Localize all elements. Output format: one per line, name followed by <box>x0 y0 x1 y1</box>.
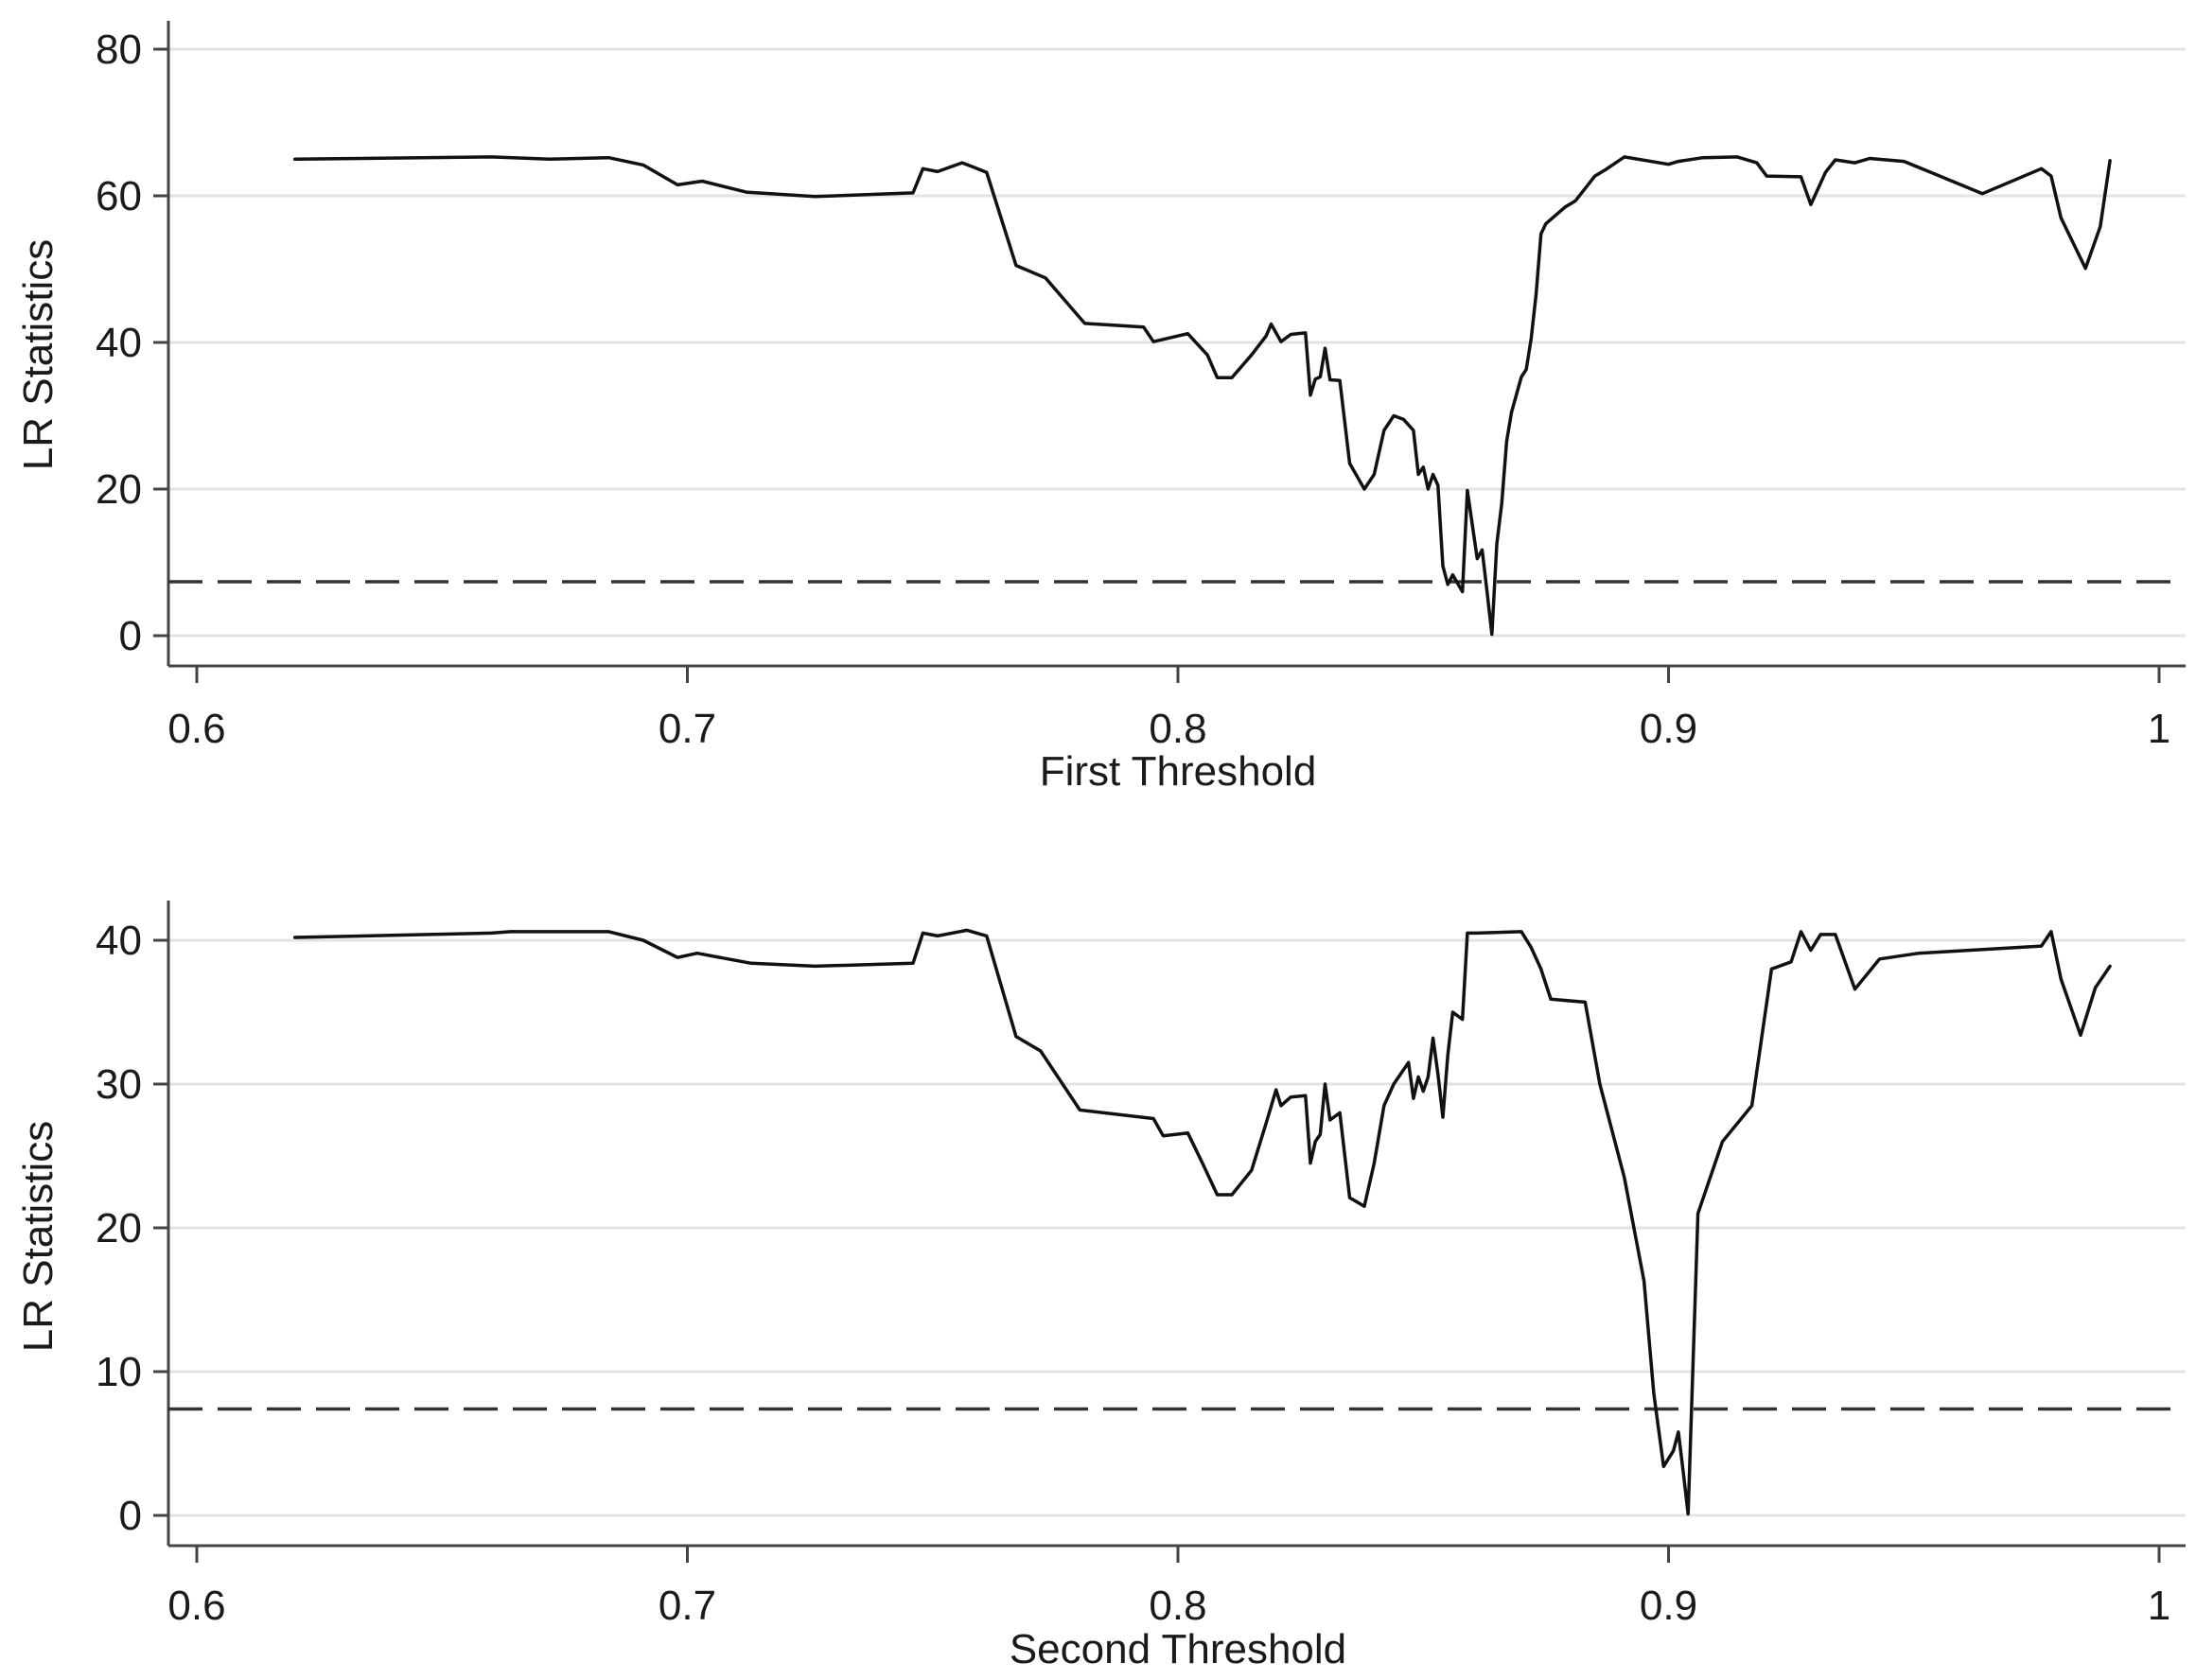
second-y-tick-label-3: 30 <box>96 1061 142 1108</box>
second-y-tick-label-0: 0 <box>119 1493 142 1539</box>
second-y-tick-label-1: 10 <box>96 1349 142 1395</box>
first-x-tick-label-1: 0.7 <box>659 706 716 752</box>
second-x-tick-label-4: 1 <box>2148 1583 2170 1629</box>
first-lr-series-line-0 <box>292 155 2112 637</box>
first-y-tick-label-0: 0 <box>119 613 142 659</box>
first-y-tick-label-3: 60 <box>96 173 142 219</box>
second-lr-series-line-0 <box>292 928 2112 1516</box>
second-x-tick-label-1: 0.7 <box>659 1583 716 1629</box>
first-y-tick-label-2: 40 <box>96 320 142 366</box>
first-threshold-panel: 0 20 40 60 80 0.6 0.7 0.8 0.9 1 First Threshold LR … <box>15 21 2186 795</box>
second-y-axis-title: LR Statistics <box>15 1121 61 1353</box>
first-y-tick-label-4: 80 <box>96 26 142 73</box>
second-y-tick-label-4: 40 <box>96 918 142 964</box>
first-y-tick-label-1: 20 <box>96 466 142 513</box>
first-x-tick-label-4: 1 <box>2148 706 2170 752</box>
first-x-axis-title: First Threshold <box>1040 748 1317 795</box>
second-x-tick-label-3: 0.9 <box>1640 1583 1697 1629</box>
second-x-tick-label-2: 0.8 <box>1149 1583 1206 1629</box>
first-x-tick-label-2: 0.8 <box>1149 706 1206 752</box>
second-threshold-panel: 0 10 20 30 40 0.6 0.7 0.8 0.9 1 Second Threshold LR… <box>15 901 2186 1672</box>
first-x-tick-label-0: 0.6 <box>167 706 225 752</box>
first-y-axis-title: LR Statistics <box>15 239 61 471</box>
second-y-tick-label-2: 20 <box>96 1205 142 1251</box>
first-x-tick-label-3: 0.9 <box>1640 706 1697 752</box>
second-x-axis-title: Second Threshold <box>1010 1626 1346 1672</box>
second-x-tick-label-0: 0.6 <box>167 1583 225 1629</box>
